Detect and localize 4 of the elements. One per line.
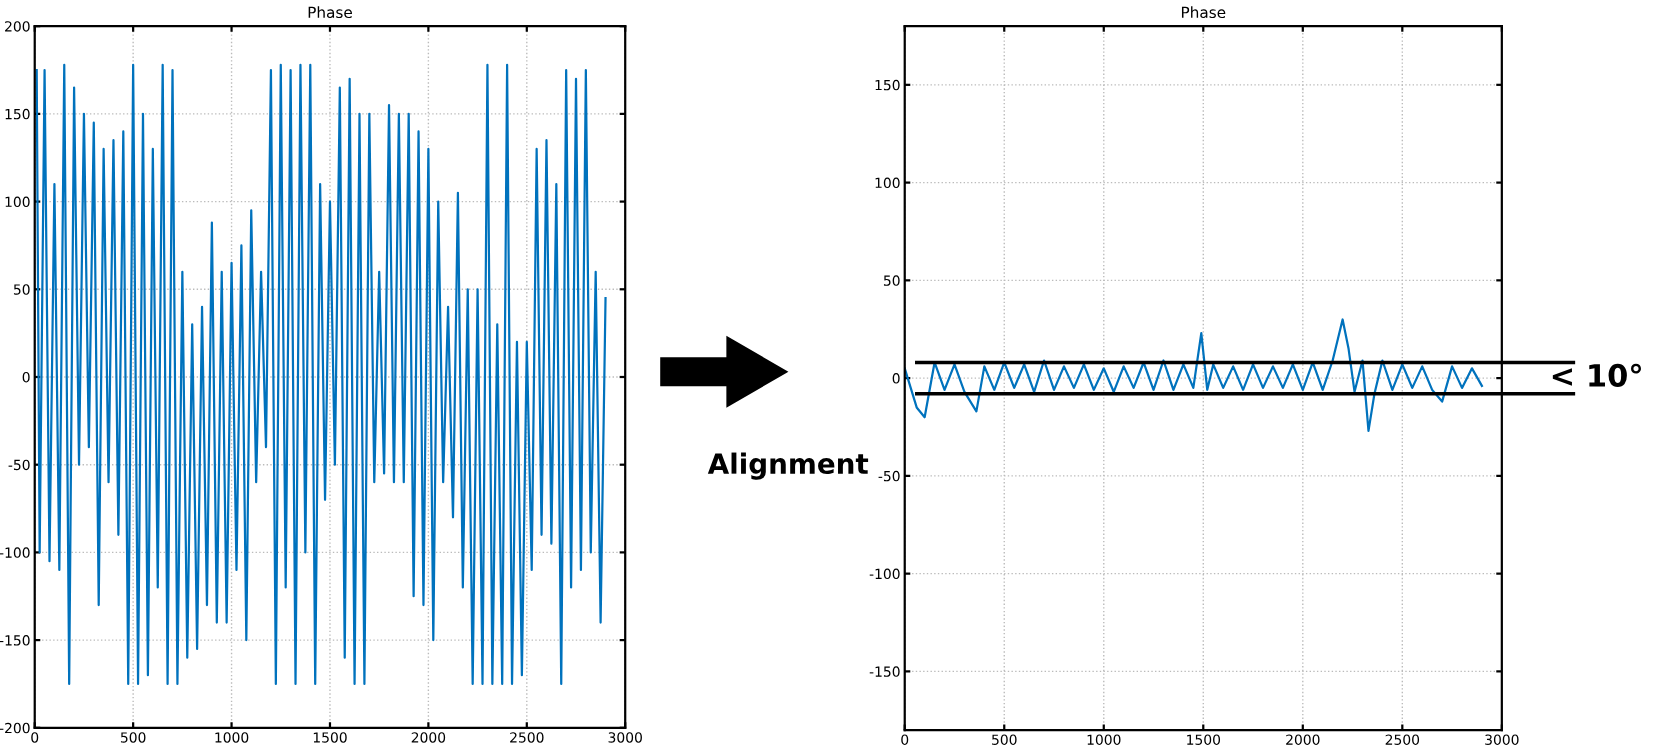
text: < 10°: [1552, 363, 1641, 387]
line-series: [904, 318, 1484, 433]
line-series: [35, 63, 607, 686]
text: Alignment: [707, 452, 869, 480]
